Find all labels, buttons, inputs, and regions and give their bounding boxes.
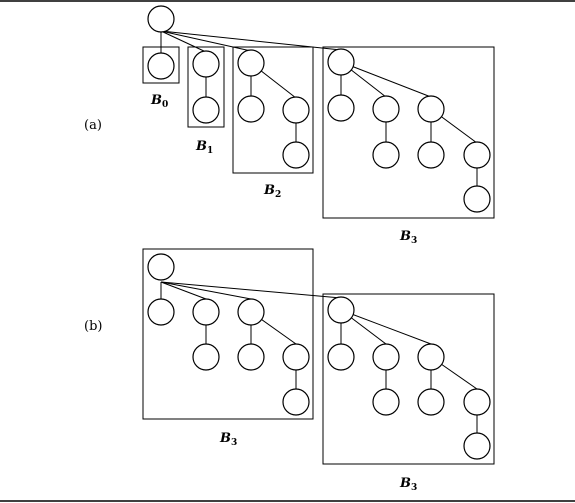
subtree-box-b3-right	[322, 293, 495, 465]
subtree-box-b0	[142, 46, 180, 84]
tree-node	[327, 296, 355, 324]
tree-node	[327, 94, 355, 122]
tree-node	[282, 96, 310, 124]
tree-node	[372, 141, 400, 169]
tree-node	[463, 432, 491, 460]
tree-node	[147, 298, 175, 326]
tree-node	[237, 95, 265, 123]
root-node	[147, 253, 175, 281]
tree-node	[327, 343, 355, 371]
tree-node	[237, 343, 265, 371]
tree-node	[192, 96, 220, 124]
root-node	[147, 5, 175, 33]
tree-node	[282, 141, 310, 169]
tree-node	[417, 141, 445, 169]
subtree-box-b3	[322, 46, 495, 219]
part-a-label: (a)	[84, 118, 102, 133]
label-b3: B3	[399, 229, 417, 246]
subtree-box-b1	[187, 46, 225, 128]
subtree-box-b2	[232, 46, 314, 174]
tree-node	[192, 343, 220, 371]
tree-node	[417, 388, 445, 416]
tree-node	[192, 298, 220, 326]
tree-node	[237, 298, 265, 326]
tree-node	[372, 343, 400, 371]
tree-node	[147, 52, 175, 80]
part-b: (b) B3 B3	[84, 248, 495, 493]
label-b1: B1	[195, 139, 213, 156]
tree-node	[463, 141, 491, 169]
tree-node	[327, 48, 355, 76]
tree-node	[372, 388, 400, 416]
label-b0: B0	[150, 93, 168, 110]
tree-node	[282, 343, 310, 371]
tree-node	[282, 388, 310, 416]
label-b3-left: B3	[219, 431, 237, 448]
label-b2: B2	[263, 183, 281, 200]
tree-node	[192, 50, 220, 78]
tree-node	[237, 49, 265, 77]
tree-node	[417, 95, 445, 123]
subtree-box-b3-left	[142, 248, 314, 420]
tree-node	[463, 185, 491, 213]
tree-node	[417, 343, 445, 371]
part-a: (a) B0 B1 B2 B3	[84, 5, 495, 246]
part-b-label: (b)	[84, 319, 102, 334]
label-b3-right: B3	[399, 476, 417, 493]
tree-node	[372, 95, 400, 123]
tree-node	[463, 388, 491, 416]
